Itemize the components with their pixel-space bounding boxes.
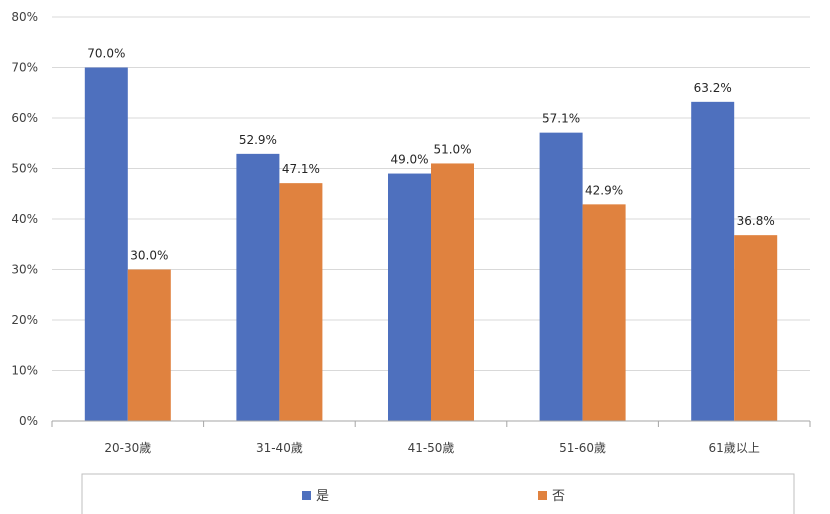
y-tick-label: 60%	[11, 111, 38, 125]
data-label: 49.0%	[390, 153, 428, 167]
data-label: 70.0%	[87, 47, 125, 61]
legend-swatch-no	[538, 491, 547, 500]
y-tick-label: 0%	[19, 414, 38, 428]
x-axis-tick-marks	[51, 421, 811, 427]
x-tick-label: 41-50歲	[408, 441, 455, 455]
data-label: 57.1%	[542, 112, 580, 126]
data-label: 30.0%	[130, 249, 168, 263]
bar-yes	[84, 67, 128, 421]
bar-yes	[388, 173, 431, 421]
x-tick-label: 61歲以上	[709, 441, 760, 455]
y-tick-label: 80%	[11, 10, 38, 24]
legend-label: 是	[316, 489, 329, 504]
y-tick-label: 50%	[11, 162, 38, 176]
data-label: 42.9%	[585, 183, 623, 197]
y-tick-label: 70%	[11, 61, 38, 75]
data-labels: 70.0% 30.0% 52.9% 47.1% 49.0% 51.0% 57.1% 42.9%…	[87, 47, 775, 263]
bar-no	[582, 204, 626, 421]
data-label: 36.8%	[737, 214, 775, 228]
data-label: 52.9%	[239, 133, 277, 147]
data-label: 63.2%	[694, 81, 732, 95]
data-label: 47.1%	[282, 162, 320, 176]
bar-no	[279, 183, 323, 421]
x-tick-label: 51-60歲	[559, 441, 606, 455]
bar-no	[431, 163, 474, 421]
x-axis-tick-labels: 20-30歲 31-40歲 41-50歲 51-60歲 61歲以上	[104, 441, 759, 455]
x-tick-label: 31-40歲	[256, 441, 303, 455]
bar-yes	[539, 132, 583, 421]
y-tick-label: 10%	[11, 364, 38, 378]
y-axis-tick-labels: 0% 10% 20% 30% 40% 50% 60% 70% 80%	[11, 10, 38, 428]
legend-box	[81, 473, 795, 514]
legend: 是否	[302, 489, 565, 504]
data-label: 51.0%	[433, 142, 471, 156]
bar-no	[127, 269, 171, 421]
bar-series	[84, 67, 778, 422]
bar-no	[734, 235, 778, 421]
y-tick-label: 40%	[11, 212, 38, 226]
legend-swatch-yes	[302, 491, 311, 500]
y-tick-label: 30%	[11, 263, 38, 277]
bar-yes	[236, 153, 280, 422]
x-tick-label: 20-30歲	[104, 441, 151, 455]
y-tick-label: 20%	[11, 313, 38, 327]
bar-yes	[691, 101, 735, 421]
legend-label: 否	[552, 489, 565, 504]
